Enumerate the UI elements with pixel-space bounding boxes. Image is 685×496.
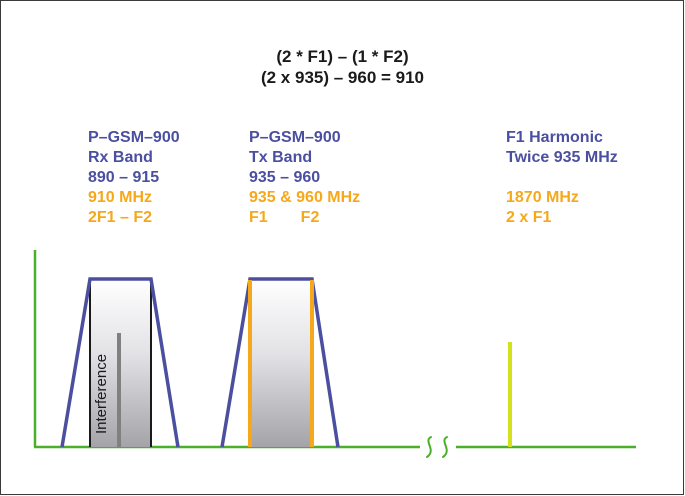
interference-label: Interference <box>93 354 110 434</box>
rx-imd-frequency: 910 MHz <box>88 189 153 206</box>
rx-imd-expression: 2F1 – F2 <box>88 209 153 226</box>
harmonic-frequency: 1870 MHz <box>506 189 579 206</box>
rx-band-label: Rx Band <box>88 149 153 166</box>
tx-f2-label: F2 <box>300 209 320 226</box>
harmonic-description: Twice 935 MHz <box>506 149 618 166</box>
tx-band-range: 935 – 960 <box>249 169 321 186</box>
equation-line-2: (2 x 935) – 960 = 910 <box>260 68 425 87</box>
tx-band-fill <box>250 279 312 447</box>
rx-band-range: 890 – 915 <box>88 169 160 186</box>
axis-break-icon <box>420 436 456 458</box>
harmonic-labels: F1 Harmonic Twice 935 MHz 1870 MHz 2 x F… <box>506 128 618 228</box>
harmonic-name: F1 Harmonic <box>506 129 603 146</box>
rx-band-outline <box>60 277 180 448</box>
rx-band-labels: P–GSM–900 Rx Band 890 – 915 910 MHz 2F1 … <box>88 128 180 228</box>
tx-carrier-names: F1 F2 <box>249 208 360 228</box>
tx-band <box>220 277 340 448</box>
tx-band-labels: P–GSM–900 Tx Band 935 – 960 935 & 960 MH… <box>249 128 360 228</box>
rx-band: Interference <box>60 277 180 448</box>
equation-line-1: (2 * F1) – (1 * F2) <box>276 47 409 66</box>
rx-system-name: P–GSM–900 <box>88 129 180 146</box>
harmonic-expression: 2 x F1 <box>506 209 552 226</box>
tx-system-name: P–GSM–900 <box>249 129 341 146</box>
tx-carrier-frequencies: 935 & 960 MHz <box>249 189 361 206</box>
tx-f1-label: F1 <box>249 209 268 226</box>
tx-band-label: Tx Band <box>249 149 313 166</box>
tx-band-outline <box>220 277 340 448</box>
